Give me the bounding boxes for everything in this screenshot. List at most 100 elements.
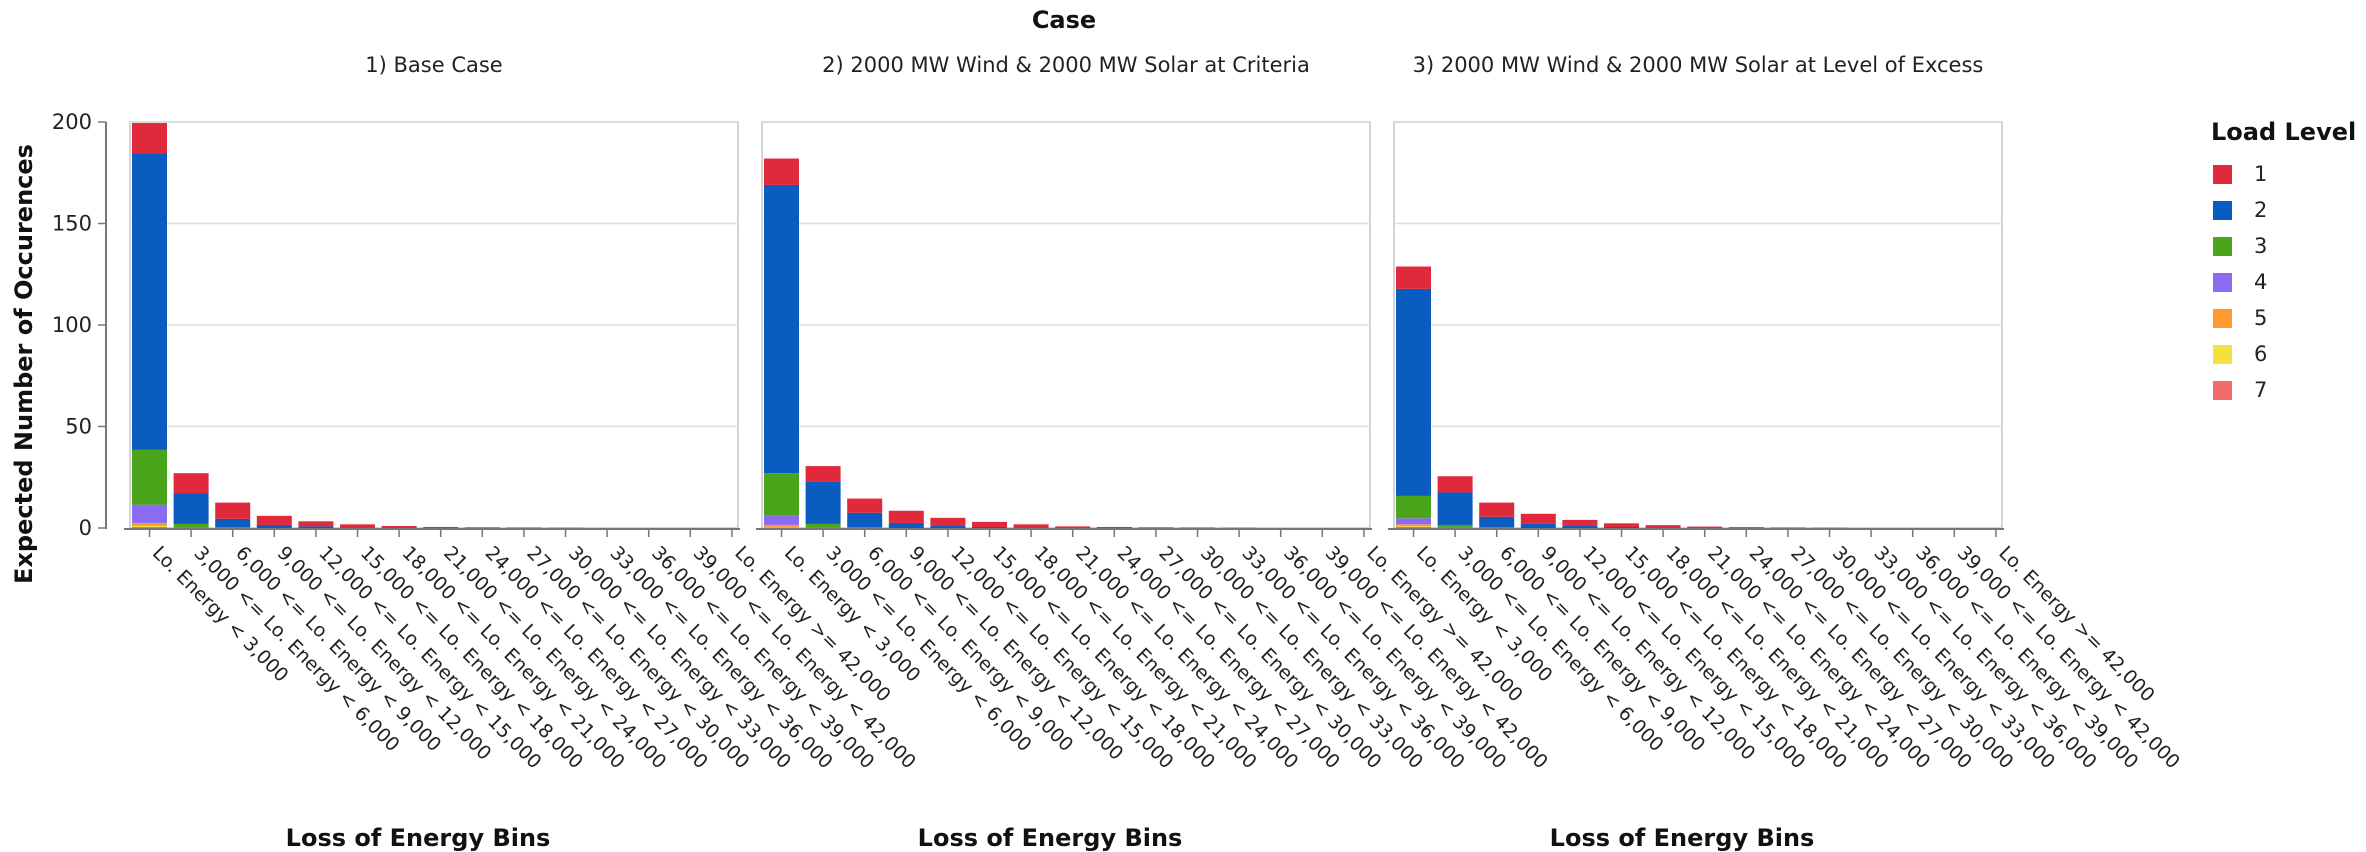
bar-segment-level-7	[764, 527, 799, 528]
legend: Load Level 1 2 3 4 5 6 7	[2211, 118, 2356, 402]
bar-segment-level-4	[1437, 526, 1473, 528]
bar-segment-level-2	[764, 184, 799, 474]
bar-segment-level-1	[930, 517, 966, 526]
bar-segment-level-1	[132, 123, 167, 154]
bar-segment-level-4	[173, 526, 209, 528]
facet-title: 1) Base Case	[365, 53, 502, 77]
bar-segment-level-1	[1437, 476, 1473, 493]
bar-segment-level-1	[1479, 502, 1515, 517]
bar-segment-level-3	[805, 523, 841, 527]
bar-segment-level-5	[764, 524, 799, 527]
bar-segment-level-2	[1437, 492, 1473, 525]
bar-segment-level-1	[1013, 524, 1049, 528]
legend-item: 2	[2213, 198, 2267, 222]
legend-swatch	[2213, 381, 2232, 400]
bar-segment-level-2	[340, 527, 375, 528]
bar-segment-level-1	[381, 525, 417, 528]
bar-segment-level-2	[1013, 527, 1049, 528]
bar-segment-level-2	[256, 524, 292, 528]
y-tick-label: 200	[52, 110, 92, 134]
bar-segment-level-6	[1396, 526, 1431, 527]
bar-segment-level-4	[805, 526, 841, 528]
bar-segment-level-4	[764, 515, 799, 525]
bar-segment-level-1	[173, 473, 209, 494]
bar-segment-level-1	[805, 466, 841, 482]
legend-label: 5	[2254, 306, 2267, 330]
bar-segment-level-2	[215, 518, 251, 527]
bar-segment-level-2	[298, 526, 334, 528]
bar-segment-level-3	[215, 526, 251, 528]
bar-segment-level-1	[1604, 523, 1639, 527]
bar-segment-level-1	[423, 526, 459, 528]
bar-segment-level-3	[132, 449, 167, 505]
bar-segment-level-3	[1479, 526, 1515, 528]
bar-segment-level-1	[340, 524, 375, 528]
legend-label: 6	[2254, 342, 2267, 366]
bar-segment-level-4	[132, 504, 167, 523]
legend-label: 2	[2254, 198, 2267, 222]
legend-swatch	[2213, 309, 2232, 328]
bar-segment-level-2	[1604, 526, 1639, 528]
bar-segment-level-1	[1562, 519, 1598, 526]
bar-segment-level-1	[215, 502, 251, 519]
bar-segment-level-6	[132, 525, 167, 527]
bar-segment-level-2	[1479, 516, 1515, 527]
bar-segment-level-7	[1396, 526, 1431, 528]
bar-segment-level-1	[1645, 525, 1681, 528]
bar-segment-level-3	[1396, 495, 1431, 519]
chart-title: Case	[1032, 6, 1096, 34]
bar-segment-level-1	[888, 510, 924, 523]
bar-segment-level-5	[132, 522, 167, 526]
legend-swatch	[2213, 201, 2232, 220]
bar-segment-level-1	[256, 515, 292, 525]
bar-segment-level-1	[1055, 526, 1091, 528]
x-axis-title: Loss of Energy Bins	[1550, 824, 1815, 852]
legend-label: 3	[2254, 234, 2267, 258]
bar-segment-level-3	[764, 473, 799, 516]
legend-swatch	[2213, 237, 2232, 256]
bar-segment-level-2	[805, 481, 841, 524]
legend-item: 1	[2213, 162, 2267, 186]
bar-segment-level-7	[132, 526, 167, 528]
bar-segment-level-2	[173, 493, 209, 524]
bar-segment-level-2	[1396, 288, 1431, 496]
legend-swatch	[2213, 273, 2232, 292]
bar-segment-level-1	[1687, 526, 1723, 528]
bar-segment-level-1	[1096, 526, 1132, 528]
legend-label: 7	[2254, 378, 2267, 402]
bar-segment-level-3	[847, 526, 883, 528]
bar-segment-level-1	[1138, 527, 1174, 528]
bar-segment-level-5	[1396, 524, 1431, 527]
legend-label: 1	[2254, 162, 2267, 186]
bar-segment-level-2	[930, 525, 966, 528]
legend-items: 1 2 3 4 5 6 7	[2213, 162, 2267, 402]
legend-item: 4	[2213, 270, 2267, 294]
bar-segment-level-1	[1520, 513, 1556, 524]
bar-segment-level-1	[847, 498, 883, 513]
legend-label: 4	[2254, 270, 2267, 294]
bar-segment-level-2	[132, 153, 167, 450]
y-tick-label: 150	[52, 212, 92, 236]
y-tick-label: 100	[52, 313, 92, 337]
facet-title: 3) 2000 MW Wind & 2000 MW Solar at Level…	[1413, 53, 1984, 77]
legend-swatch	[2213, 165, 2232, 184]
bar-segment-level-2	[1520, 523, 1556, 528]
bar-segment-level-3	[173, 523, 209, 527]
facet-title: 2) 2000 MW Wind & 2000 MW Solar at Crite…	[822, 53, 1310, 77]
legend-item: 7	[2213, 378, 2267, 402]
legend-item: 5	[2213, 306, 2267, 330]
y-axis-title: Expected Number of Occurences	[10, 144, 38, 584]
bar-segment-level-2	[847, 512, 883, 527]
bar-segment-level-2	[1562, 525, 1598, 528]
bar-segment-level-2	[888, 522, 924, 528]
bar-segment-level-1	[1396, 266, 1431, 289]
bar-segment-level-1	[298, 521, 334, 527]
legend-item: 6	[2213, 342, 2267, 366]
bar-segment-level-1	[764, 158, 799, 185]
legend-swatch	[2213, 345, 2232, 364]
bar-segment-level-1	[1728, 527, 1764, 528]
y-tick-label: 0	[79, 516, 92, 540]
bar-segment-level-2	[972, 526, 1007, 528]
